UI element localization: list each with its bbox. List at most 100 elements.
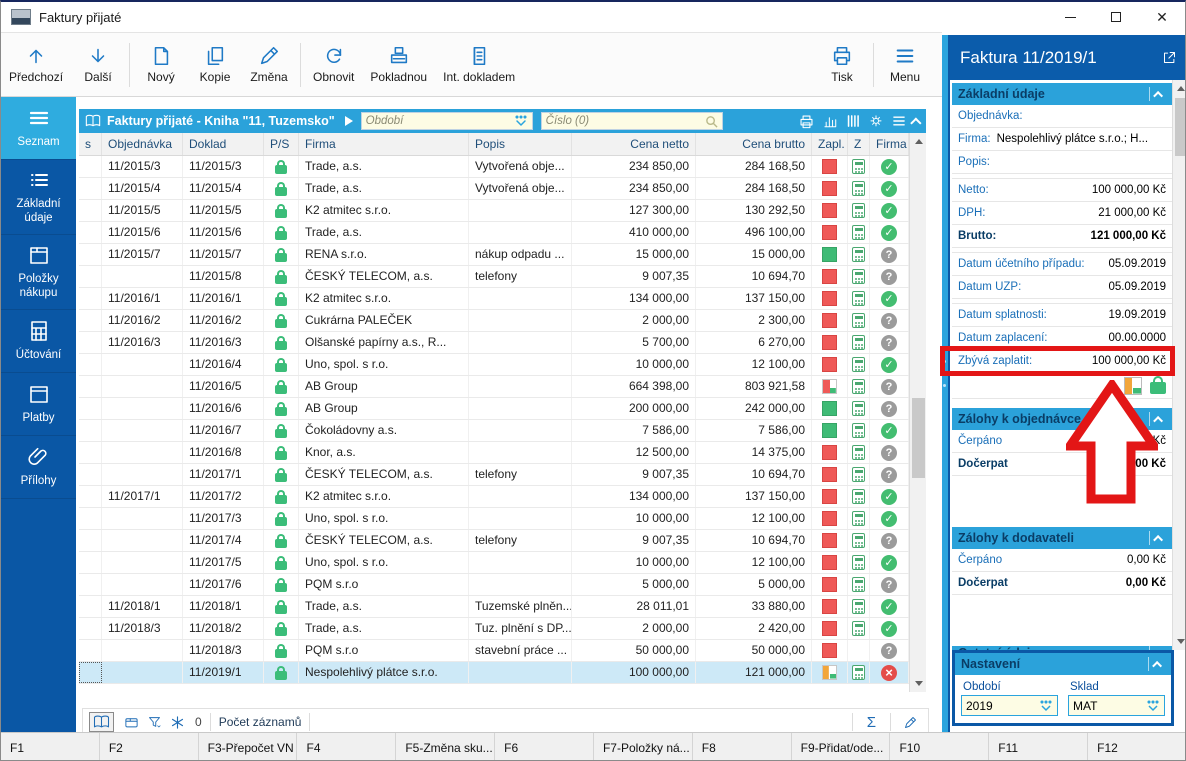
fkey-F6[interactable]: F6 (495, 733, 594, 760)
column-header-firma[interactable]: Firma (299, 133, 469, 155)
cell-doklad[interactable]: 11/2016/8 (183, 442, 264, 463)
sidebar-item-uctovani[interactable]: Účtování (1, 310, 76, 373)
cell-cena-brutto[interactable]: 10 694,70 (696, 530, 812, 551)
cell-cena-brutto[interactable]: 284 168,50 (696, 178, 812, 199)
cell-cena-brutto[interactable]: 14 375,00 (696, 442, 812, 463)
settings-gear-button[interactable] (868, 114, 884, 129)
cell-cena-netto[interactable]: 100 000,00 (572, 662, 696, 683)
cell-firma[interactable]: Trade, a.s. (299, 178, 469, 199)
cell-cena-brutto[interactable]: 10 694,70 (696, 266, 812, 287)
column-header-s[interactable]: s (79, 133, 102, 155)
cell-firma-status[interactable]: ? (870, 530, 909, 551)
sidebar-item-polozky-nakupu[interactable]: Položky nákupu (1, 235, 76, 310)
fkey-F1[interactable]: F1 (1, 733, 100, 760)
cell-zapl[interactable] (812, 222, 848, 243)
cell-cena-netto[interactable]: 664 398,00 (572, 376, 696, 397)
cell-firma-status[interactable]: ✓ (870, 618, 909, 639)
table-row[interactable]: 11/2017/6 PQM s.r.o 5 000,00 5 000,00? (79, 574, 926, 596)
cell-objednavka[interactable]: 11/2018/3 (102, 618, 183, 639)
cell-objednavka[interactable] (102, 354, 183, 375)
cell-popis[interactable] (469, 442, 572, 463)
cell-ps[interactable] (264, 618, 299, 639)
cell-cena-netto[interactable]: 127 300,00 (572, 200, 696, 221)
cell-firma[interactable]: Trade, a.s. (299, 222, 469, 243)
cell-z[interactable] (848, 178, 870, 199)
cell-cena-brutto[interactable]: 121 000,00 (696, 662, 812, 683)
cell-objednavka[interactable]: 11/2015/5 (102, 200, 183, 221)
cell-doklad[interactable]: 11/2016/3 (183, 332, 264, 353)
cell-firma[interactable]: PQM s.r.o (299, 574, 469, 595)
panel-field[interactable]: Popis: (952, 151, 1172, 174)
fkey-F12[interactable]: F12 (1088, 733, 1185, 760)
cell-firma[interactable]: K2 atmitec s.r.o. (299, 486, 469, 507)
cell-firma-status[interactable]: ? (870, 442, 909, 463)
cell-firma[interactable]: AB Group (299, 376, 469, 397)
row-select-cell[interactable] (79, 266, 102, 287)
cell-firma-status[interactable]: ? (870, 244, 909, 265)
cell-zapl[interactable] (812, 596, 848, 617)
record-count-button[interactable]: Počet záznamů (218, 715, 302, 729)
sidebar-item-platby[interactable]: Platby (1, 373, 76, 436)
cell-cena-brutto[interactable]: 12 100,00 (696, 508, 812, 529)
scroll-down-arrow[interactable] (910, 675, 927, 692)
cell-ps[interactable] (264, 486, 299, 507)
cell-cena-brutto[interactable]: 12 100,00 (696, 552, 812, 573)
cell-ps[interactable] (264, 640, 299, 661)
cell-objednavka[interactable]: 11/2016/2 (102, 310, 183, 331)
number-search-input[interactable]: Číslo (0) (540, 112, 723, 130)
cell-doklad[interactable]: 11/2015/5 (183, 200, 264, 221)
table-row[interactable]: 11/2015/8 ČESKÝ TELECOM, a.s. telefony 9 00… (79, 266, 926, 288)
cell-cena-brutto[interactable]: 2 300,00 (696, 310, 812, 331)
cell-z[interactable] (848, 222, 870, 243)
row-select-cell[interactable] (79, 222, 102, 243)
cell-doklad[interactable]: 11/2016/1 (183, 288, 264, 309)
cell-ps[interactable] (264, 156, 299, 177)
cell-cena-netto[interactable]: 2 000,00 (572, 310, 696, 331)
cell-zapl[interactable] (812, 266, 848, 287)
cell-z[interactable] (848, 332, 870, 353)
row-select-cell[interactable] (79, 398, 102, 419)
cell-ps[interactable] (264, 596, 299, 617)
cell-objednavka[interactable] (102, 464, 183, 485)
cell-ps[interactable] (264, 200, 299, 221)
collapse-panel-icon[interactable] (910, 117, 922, 129)
panel-field[interactable]: Datum splatnosti: 19.09.2019 (952, 304, 1172, 327)
refresh-button[interactable]: Obnovit (305, 36, 362, 94)
minimize-button[interactable] (1047, 2, 1093, 32)
cell-ps[interactable] (264, 464, 299, 485)
table-row[interactable]: 11/2017/1 ČESKÝ TELECOM, a.s. telefony 9 00… (79, 464, 926, 486)
cell-cena-netto[interactable]: 10 000,00 (572, 552, 696, 573)
cell-doklad[interactable]: 11/2017/3 (183, 508, 264, 529)
collapse-section-icon[interactable] (1153, 415, 1164, 426)
cell-firma[interactable]: K2 atmitec s.r.o. (299, 288, 469, 309)
cell-firma-status[interactable]: ? (870, 332, 909, 353)
cell-cena-brutto[interactable]: 284 168,50 (696, 156, 812, 177)
cell-doklad[interactable]: 11/2016/2 (183, 310, 264, 331)
cell-cena-brutto[interactable]: 5 000,00 (696, 574, 812, 595)
cell-popis[interactable] (469, 222, 572, 243)
edit-note-button[interactable] (903, 715, 918, 730)
cell-zapl[interactable] (812, 244, 848, 265)
cell-firma-status[interactable]: ? (870, 310, 909, 331)
column-header-popis[interactable]: Popis (469, 133, 572, 155)
cell-firma[interactable]: Uno, spol. s r.o. (299, 552, 469, 573)
cell-popis[interactable] (469, 200, 572, 221)
cell-ps[interactable] (264, 310, 299, 331)
cell-zapl[interactable] (812, 552, 848, 573)
cell-doklad[interactable]: 11/2016/5 (183, 376, 264, 397)
cell-cena-netto[interactable]: 7 586,00 (572, 420, 696, 441)
cell-cena-netto[interactable]: 9 007,35 (572, 530, 696, 551)
panel-field[interactable]: DPH: 21 000,00 Kč (952, 202, 1172, 225)
row-select-cell[interactable] (79, 200, 102, 221)
cell-zapl[interactable] (812, 420, 848, 441)
cell-firma[interactable]: Trade, a.s. (299, 596, 469, 617)
cell-z[interactable] (848, 464, 870, 485)
cell-popis[interactable]: nákup odpadu ... (469, 244, 572, 265)
cell-z[interactable] (848, 288, 870, 309)
cell-popis[interactable]: stavební práce ... (469, 640, 572, 661)
edit-button[interactable]: Změna (242, 36, 296, 94)
cell-cena-netto[interactable]: 5 000,00 (572, 574, 696, 595)
row-select-cell[interactable] (79, 530, 102, 551)
cell-popis[interactable] (469, 574, 572, 595)
collapse-section-icon[interactable] (1153, 534, 1164, 545)
